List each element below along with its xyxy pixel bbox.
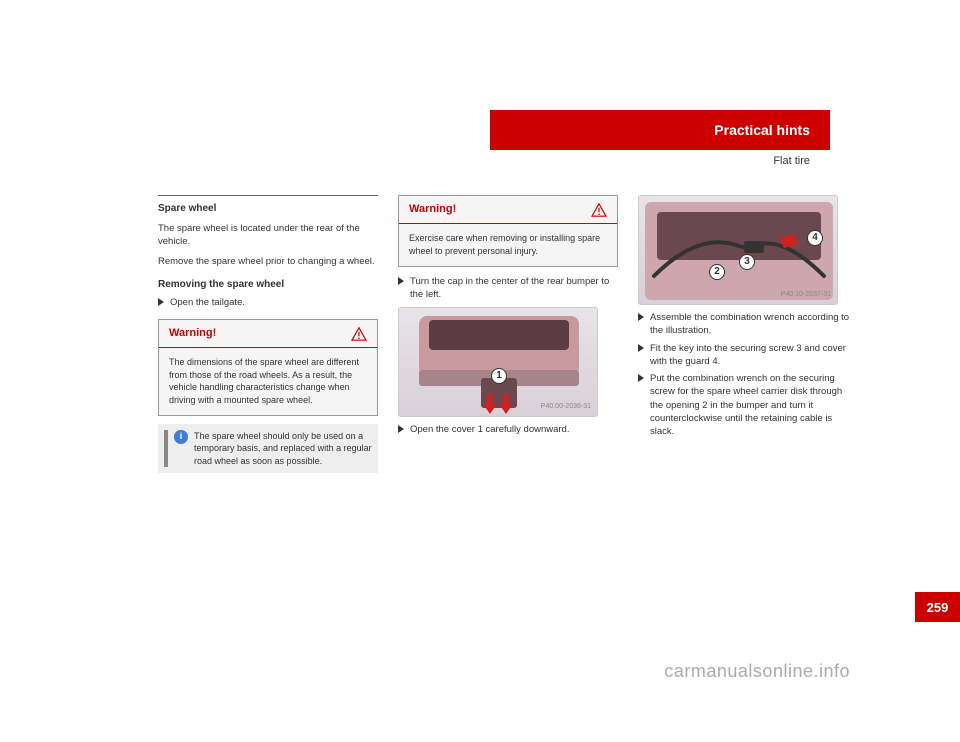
warning-body: The dimensions of the spare wheel are di… bbox=[159, 348, 377, 414]
list-item: Put the combination wrench on the securi… bbox=[638, 372, 858, 438]
note-box: i The spare wheel should only be used on… bbox=[158, 424, 378, 474]
section-rule bbox=[158, 195, 378, 196]
callout-4: 4 bbox=[807, 230, 823, 246]
bullet-marker-icon bbox=[158, 296, 170, 311]
figure-label: P40.10-2037-31 bbox=[781, 290, 831, 300]
warning-header: Warning! bbox=[399, 196, 617, 224]
warning-header: Warning! bbox=[159, 320, 377, 348]
warning-box: Warning! The dimensions of the spare whe… bbox=[158, 319, 378, 416]
list-item: Open the cover 1 carefully downward. bbox=[398, 423, 618, 438]
wrench-illustration bbox=[649, 226, 829, 286]
column-right: 2 3 4 P40.10-2037-31 Assemble the combin… bbox=[638, 195, 858, 443]
bullet-marker-icon bbox=[638, 342, 650, 369]
list-item: Open the tailgate. bbox=[158, 296, 378, 311]
arrow-down-icon bbox=[481, 394, 517, 416]
figure-rear-bumper: 1 P40.00-2036-31 bbox=[398, 307, 598, 417]
figure-label: P40.00-2036-31 bbox=[541, 402, 591, 412]
bullet-text: Open the cover 1 carefully downward. bbox=[410, 423, 618, 438]
paragraph: The spare wheel is located under the rea… bbox=[158, 222, 378, 249]
warning-title: Warning! bbox=[409, 202, 456, 217]
column-left: Spare wheel The spare wheel is located u… bbox=[158, 195, 378, 473]
list-item: Assemble the combination wrench accordin… bbox=[638, 311, 858, 338]
note-bar bbox=[164, 430, 168, 468]
page-number: 259 bbox=[915, 592, 960, 622]
bullet-text: Assemble the combination wrench accordin… bbox=[650, 311, 858, 338]
info-icon: i bbox=[174, 430, 188, 444]
warning-body: Exercise care when removing or installin… bbox=[399, 224, 617, 265]
bullet-marker-icon bbox=[398, 275, 410, 302]
bullet-marker-icon bbox=[638, 372, 650, 438]
header-subtitle: Flat tire bbox=[773, 155, 810, 167]
warning-title: Warning! bbox=[169, 326, 216, 341]
figure-wrench-assembly: 2 3 4 P40.10-2037-31 bbox=[638, 195, 838, 305]
header-banner: Practical hints bbox=[490, 110, 830, 150]
bullet-marker-icon bbox=[638, 311, 650, 338]
list-item: Fit the key into the securing screw 3 an… bbox=[638, 342, 858, 369]
paragraph: Remove the spare wheel prior to changing… bbox=[158, 255, 378, 268]
warning-box: Warning! Exercise care when removing or … bbox=[398, 195, 618, 267]
subhead: Removing the spare wheel bbox=[158, 278, 378, 292]
list-item: Turn the cap in the center of the rear b… bbox=[398, 275, 618, 302]
watermark-text: carmanualsonline.info bbox=[664, 661, 850, 682]
bullet-marker-icon bbox=[398, 423, 410, 438]
bullet-text: Open the tailgate. bbox=[170, 296, 378, 311]
column-middle: Warning! Exercise care when removing or … bbox=[398, 195, 618, 442]
header-title: Practical hints bbox=[714, 122, 810, 138]
bullet-text: Put the combination wrench on the securi… bbox=[650, 372, 858, 438]
bullet-text: Turn the cap in the center of the rear b… bbox=[410, 275, 618, 302]
note-text: The spare wheel should only be used on a… bbox=[194, 430, 372, 468]
callout-2: 2 bbox=[709, 264, 725, 280]
page-root: Practical hints Flat tire Spare wheel Th… bbox=[0, 0, 960, 742]
section-title: Spare wheel bbox=[158, 202, 378, 216]
bullet-text: Fit the key into the securing screw 3 an… bbox=[650, 342, 858, 369]
callout-3: 3 bbox=[739, 254, 755, 270]
warning-triangle-icon bbox=[351, 327, 367, 341]
warning-triangle-icon bbox=[591, 203, 607, 217]
